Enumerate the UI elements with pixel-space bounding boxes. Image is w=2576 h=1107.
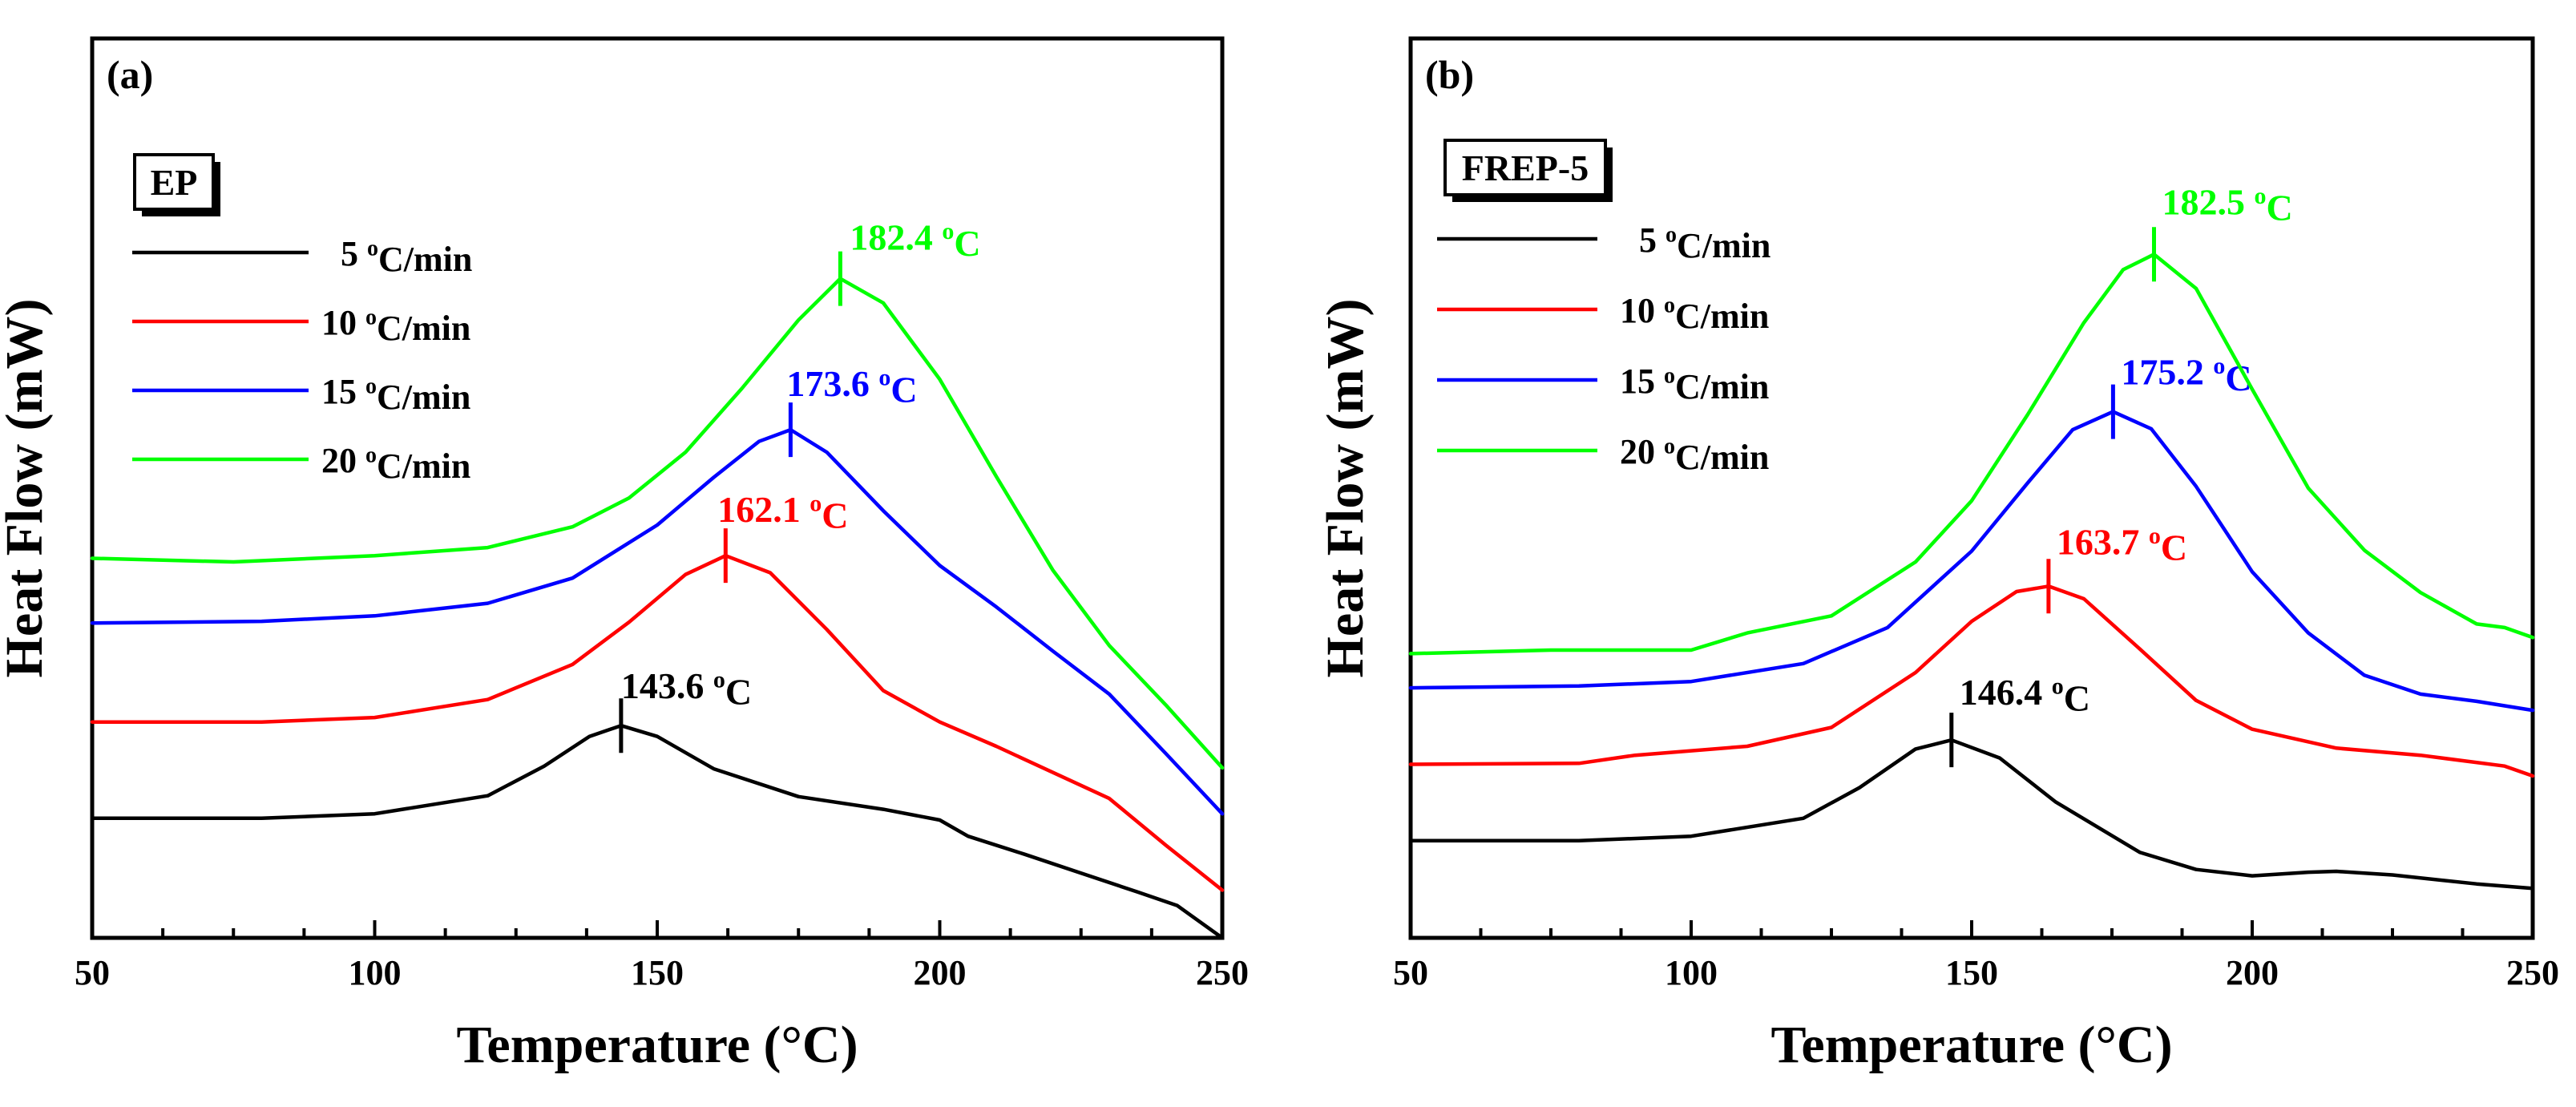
x-axis-label: Temperature (°C) — [1770, 1016, 2172, 1074]
series-line — [1408, 253, 2535, 656]
series-line — [90, 427, 1225, 816]
legend-label: 15 oC/min — [321, 372, 470, 417]
x-tick-label: 250 — [1196, 953, 1249, 992]
panel-label: (b) — [1425, 52, 1474, 97]
peak-label: 162.1 oC — [717, 489, 848, 535]
x-tick-label: 250 — [2506, 953, 2559, 992]
sample-box — [133, 153, 215, 211]
x-tick-label: 150 — [1945, 953, 1998, 992]
x-tick-label: 100 — [1665, 953, 1718, 992]
y-axis-label: Heat Flow (mW) — [1316, 299, 1375, 678]
peak-label: 173.6 oC — [786, 363, 917, 410]
x-tick-label: 100 — [349, 953, 402, 992]
legend-label: 5 oC/min — [341, 234, 472, 279]
panel-label: (a) — [107, 52, 153, 97]
y-axis-label: Heat Flow (mW) — [0, 299, 54, 678]
chart-panel-b: 50 100 150 200 250 Temperature (°C) Heat Flow … — [1316, 36, 2559, 1074]
x-axis-label: Temperature (°C) — [456, 1016, 858, 1074]
legend-label: 5 oC/min — [1639, 220, 1770, 265]
peak-label: 163.7 oC — [2057, 521, 2187, 568]
legend-label: 10 oC/min — [1620, 291, 1769, 336]
x-tick-label: 50 — [1393, 953, 1428, 992]
legend-label: 20 oC/min — [321, 441, 470, 486]
sample-box — [1443, 139, 1607, 196]
plot-frame — [90, 36, 1225, 940]
legend-label: 10 oC/min — [321, 303, 470, 348]
peak-label: 175.2 oC — [2121, 352, 2251, 398]
sample-label: FREP-5 — [1462, 147, 1589, 188]
peak-label: 182.5 oC — [2162, 181, 2293, 228]
sample-label: EP — [151, 162, 198, 203]
x-tick-label: 50 — [75, 953, 110, 992]
x-tick-label: 200 — [2226, 953, 2279, 992]
x-tick-label: 200 — [914, 953, 967, 992]
peak-label: 182.4 oC — [850, 217, 980, 264]
legend-label: 15 oC/min — [1620, 362, 1769, 406]
series-line — [1408, 410, 2535, 713]
series-line — [90, 277, 1225, 770]
peak-label: 146.4 oC — [1960, 672, 2090, 718]
peak-label: 143.6 oC — [621, 665, 752, 712]
x-tick-label: 150 — [631, 953, 684, 992]
chart-panel-a: 50 100 150 200 250 Temperature (°C) Heat Flow … — [0, 36, 1249, 1074]
series-line — [90, 553, 1225, 892]
legend-label: 20 oC/min — [1620, 432, 1769, 477]
series-line — [90, 723, 1225, 940]
series-line — [1408, 737, 2535, 891]
